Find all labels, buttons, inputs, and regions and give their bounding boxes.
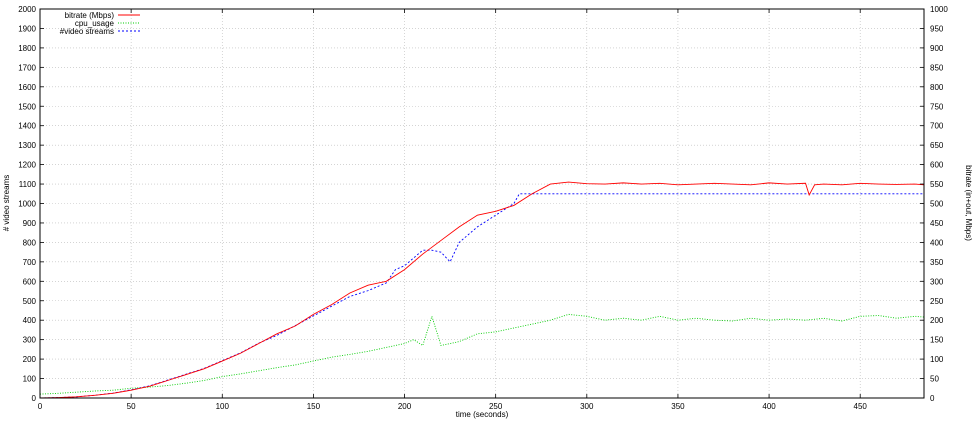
y-tick-label: 100: [23, 375, 37, 384]
y2-tick-label: 950: [930, 24, 944, 33]
y2-tick-label: 0: [930, 394, 935, 403]
y2-tick-label: 650: [930, 141, 944, 150]
y2-tick-label: 450: [930, 219, 944, 228]
right-axis: 0 50 100 150 200 250 300 350 400 450 500 550 600 650 7…: [920, 5, 948, 403]
y-tick-label: 700: [23, 258, 37, 267]
bottom-axis: 0 50 100 150 200 250 300 350 400 450: [38, 9, 868, 411]
series-line-bitrate: [39, 181, 925, 399]
grid: [40, 9, 924, 398]
x-tick-label: 250: [489, 402, 503, 411]
y-tick-label: 500: [23, 297, 37, 306]
y2-tick-label: 400: [930, 238, 944, 247]
y2-tick-label: 900: [930, 44, 944, 53]
legend-label-video-streams: #video streams: [60, 27, 114, 36]
y2-tick-label: 300: [930, 277, 944, 286]
y-tick-label: 1100: [19, 180, 37, 189]
y-tick-label: 1500: [18, 102, 36, 111]
x-axis-label: time (seconds): [456, 410, 509, 419]
x-tick-label: 350: [671, 402, 685, 411]
y-tick-label: 1600: [18, 83, 36, 92]
x-tick-label: 100: [216, 402, 230, 411]
x-tick-label: 150: [307, 402, 321, 411]
x-tick-label: 400: [762, 402, 776, 411]
y2-tick-label: 150: [930, 336, 944, 345]
legend-label-cpu-usage: cpu_usage: [75, 19, 115, 28]
y2-tick-label: 1000: [930, 5, 948, 14]
y-tick-label: 1800: [18, 44, 36, 53]
series-layer: [39, 181, 925, 399]
y2-tick-label: 750: [930, 102, 944, 111]
y2-tick-label: 500: [930, 200, 944, 209]
y2-tick-label: 250: [930, 297, 944, 306]
y2-tick-label: 200: [930, 316, 944, 325]
y-tick-label: 1000: [18, 200, 36, 209]
y-tick-label: 0: [32, 394, 37, 403]
y-tick-label: 600: [23, 277, 37, 286]
legend: bitrate (Mbps) cpu_usage #video streams: [60, 11, 140, 36]
y-tick-label: 1400: [18, 122, 36, 131]
y2-tick-label: 700: [930, 122, 944, 131]
y2-tick-label: 350: [930, 258, 944, 267]
y-axis-label: # video streams: [2, 175, 11, 231]
y2-tick-label: 850: [930, 63, 944, 72]
x-tick-label: 300: [580, 402, 594, 411]
x-tick-label: 50: [127, 402, 136, 411]
left-axis: 0 100 200 300 400 500 600 700 800 900 1000 1100 1200…: [18, 5, 44, 403]
x-tick-label: 200: [398, 402, 412, 411]
y2-tick-label: 600: [930, 161, 944, 170]
y-tick-label: 1300: [18, 141, 36, 150]
series-line-cpu-usage: [39, 313, 925, 395]
y-tick-label: 900: [23, 219, 37, 228]
y-tick-label: 800: [23, 238, 37, 247]
legend-label-bitrate: bitrate (Mbps): [65, 11, 115, 20]
y-tick-label: 1900: [18, 24, 36, 33]
y2-tick-label: 50: [930, 375, 939, 384]
y-tick-label: 400: [23, 316, 37, 325]
x-tick-label: 450: [854, 402, 868, 411]
x-tick-label: 0: [38, 402, 43, 411]
y-tick-label: 1200: [18, 161, 36, 170]
y-tick-label: 1700: [18, 63, 36, 72]
y-tick-label: 200: [23, 355, 37, 364]
y2-tick-label: 800: [930, 83, 944, 92]
y-tick-label: 2000: [18, 5, 36, 14]
y-tick-label: 300: [23, 336, 37, 345]
y2-tick-label: 100: [930, 355, 944, 364]
y2-tick-label: 550: [930, 180, 944, 189]
y2-axis-label: bitrate (in+out, Mbps): [964, 165, 973, 241]
